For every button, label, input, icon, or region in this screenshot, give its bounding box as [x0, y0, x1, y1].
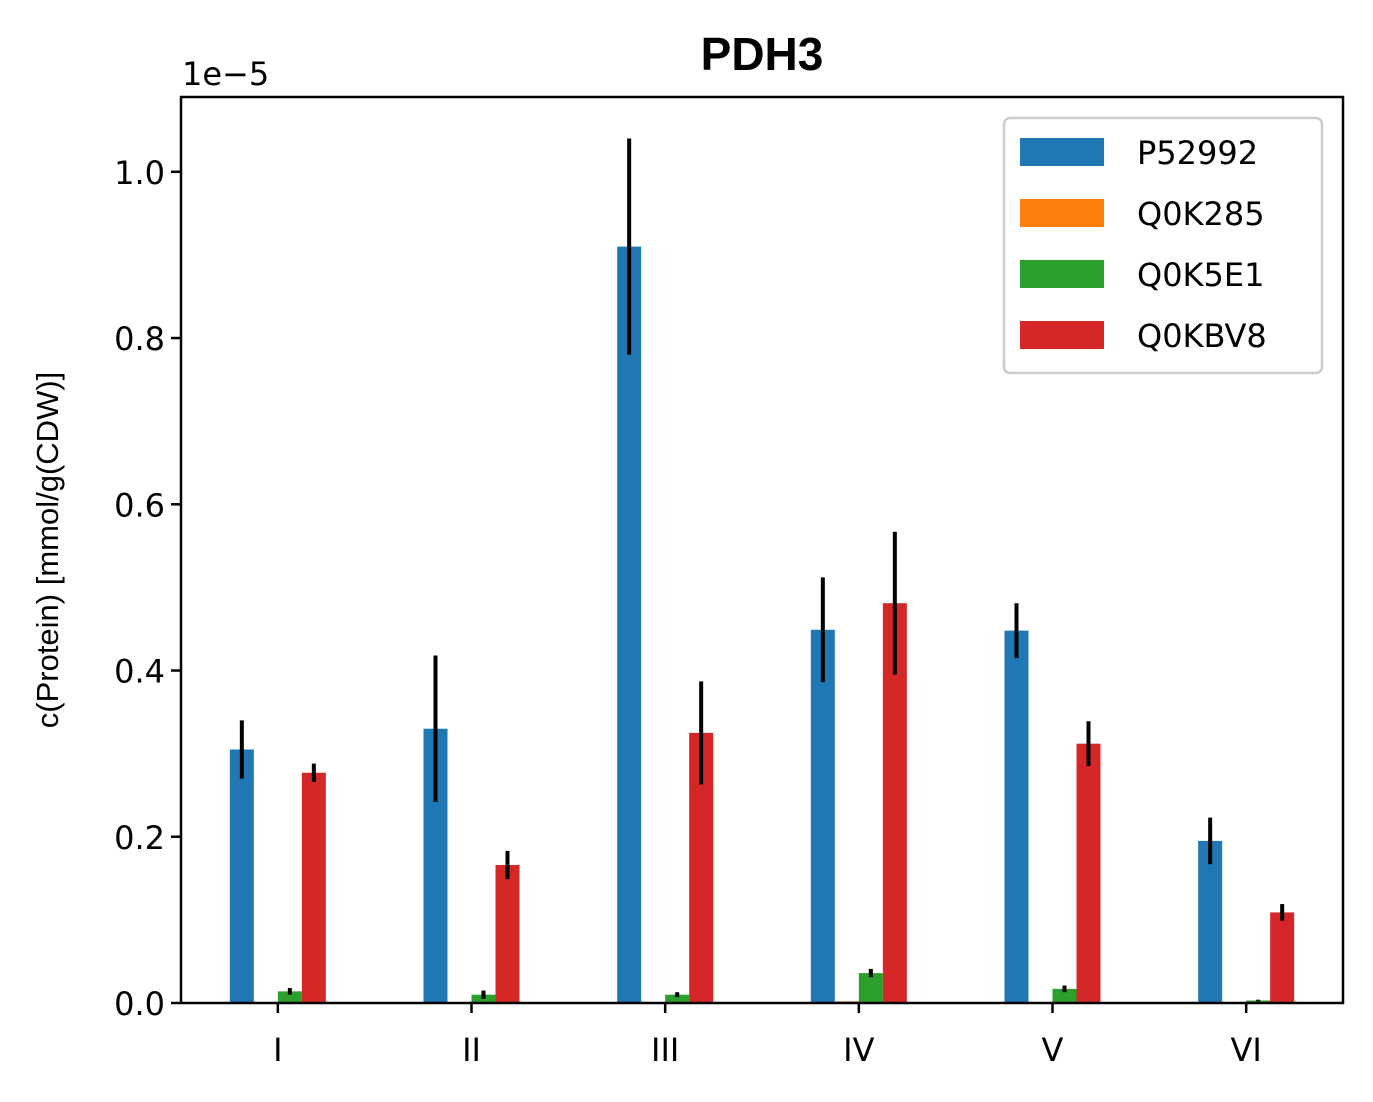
x-ticks: I II III IV V VI	[273, 1003, 1262, 1069]
legend: P52992 Q0K285 Q0K5E1 Q0KBV8	[1002, 116, 1324, 375]
legend-entry: Q0K5E1	[1137, 256, 1264, 294]
x-tick-label: III	[651, 1031, 679, 1069]
y-axis-label: c(Protein) [mmol/g(CDW)]	[30, 372, 65, 729]
legend-entry: P52992	[1137, 134, 1258, 172]
legend-swatch	[1020, 199, 1104, 227]
bar	[858, 973, 883, 1003]
bar	[1004, 630, 1029, 1003]
legend-swatch	[1020, 138, 1104, 166]
bar	[617, 246, 642, 1003]
bar	[277, 991, 302, 1003]
bar	[1076, 743, 1101, 1003]
legend-entry: Q0KBV8	[1137, 317, 1267, 355]
y-ticks: 0.0 0.2 0.4 0.6 0.8 1.0	[114, 154, 181, 1023]
x-tick-label: VI	[1231, 1031, 1262, 1069]
plot-frame	[179, 95, 1345, 1005]
y-tick-label: 0.0	[114, 985, 165, 1023]
bar	[810, 629, 835, 1003]
y-tick-label: 0.6	[114, 486, 165, 524]
legend-entry: Q0K285	[1137, 195, 1265, 233]
bar	[665, 994, 690, 1003]
y-tick-label: 1.0	[114, 154, 165, 192]
bar	[495, 865, 520, 1003]
x-tick-label: II	[462, 1031, 481, 1069]
y-tick-label: 0.4	[114, 653, 165, 691]
error-bars	[239, 138, 1285, 1002]
y-tick-label: 0.8	[114, 320, 165, 358]
bar	[1270, 912, 1295, 1003]
y-axis-offset-label: 1e−5	[182, 55, 269, 93]
y-tick-label: 0.2	[114, 819, 165, 857]
legend-swatch	[1020, 321, 1104, 349]
chart-title: PDH3	[701, 28, 824, 80]
legend-swatch	[1020, 260, 1104, 288]
bar	[229, 749, 254, 1003]
x-tick-label: I	[273, 1031, 282, 1069]
x-tick-label: V	[1042, 1031, 1064, 1069]
bar	[1198, 840, 1223, 1003]
x-tick-label: IV	[843, 1031, 874, 1069]
bar	[301, 772, 326, 1003]
bar	[1052, 988, 1077, 1003]
legend-frame	[1002, 116, 1324, 375]
